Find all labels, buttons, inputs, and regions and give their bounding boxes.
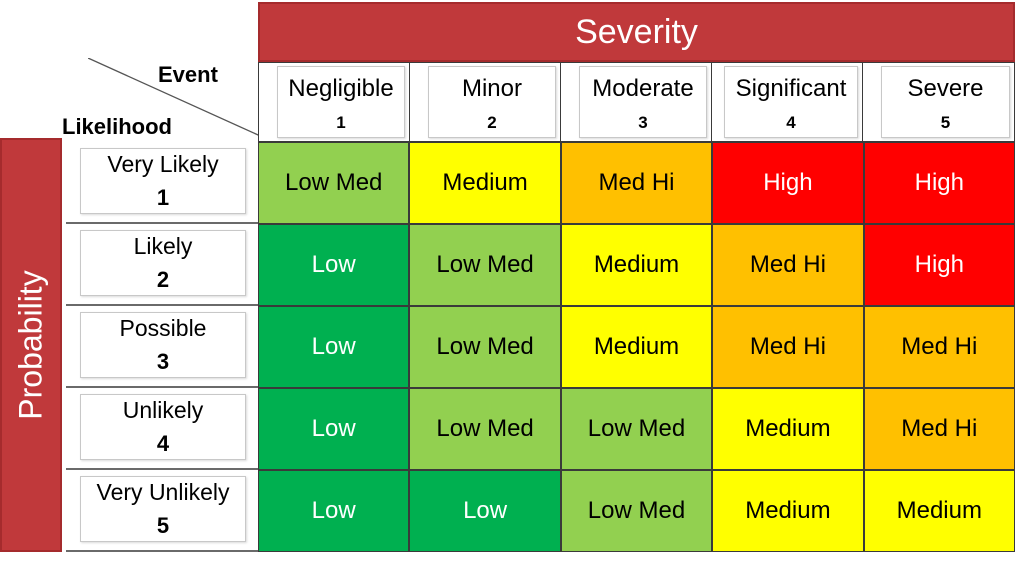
risk-cell: Low bbox=[259, 307, 409, 387]
risk-cell: Medium bbox=[713, 389, 863, 469]
severity-level-number: 5 bbox=[940, 113, 951, 132]
severity-level-number: 2 bbox=[487, 113, 497, 132]
likelihood-level-number: 2 bbox=[156, 267, 170, 292]
likelihood-level-number: 5 bbox=[156, 513, 170, 538]
likelihood-level-name: Very Unlikely bbox=[96, 479, 230, 505]
corner-diagonal-line bbox=[88, 58, 278, 144]
likelihood-header-box: Likely 2 bbox=[80, 230, 246, 296]
severity-header-5: Severe 5 bbox=[862, 62, 1015, 142]
severity-header-1: Negligible 1 bbox=[258, 62, 410, 142]
likelihood-header-box: Very Unlikely 5 bbox=[80, 476, 246, 542]
severity-level-name: Significant bbox=[735, 75, 847, 102]
risk-cell: Low bbox=[259, 225, 409, 305]
risk-cell: Low Med bbox=[561, 471, 712, 551]
severity-header-box: Severe 5 bbox=[881, 66, 1010, 138]
likelihood-level-name: Very Likely bbox=[107, 151, 219, 177]
likelihood-header-box: Unlikely 4 bbox=[80, 394, 246, 460]
event-label: Event bbox=[158, 62, 218, 87]
risk-cell: Low Med bbox=[410, 225, 560, 305]
likelihood-level-name: Unlikely bbox=[122, 397, 204, 423]
risk-cell: Low Med bbox=[410, 389, 560, 469]
likelihood-header-4: Unlikely 4 bbox=[66, 388, 258, 470]
risk-cell: Med Hi bbox=[561, 143, 712, 223]
risk-cell: Low bbox=[259, 389, 409, 469]
likelihood-header-2: Likely 2 bbox=[66, 224, 258, 306]
risk-cell: Medium bbox=[713, 471, 863, 551]
likelihood-header-box: Very Likely 1 bbox=[80, 148, 246, 214]
risk-cell: Med Hi bbox=[713, 307, 863, 387]
likelihood-header-3: Possible 3 bbox=[66, 306, 258, 388]
risk-cell: Medium bbox=[864, 471, 1014, 551]
likelihood-header-1: Very Likely 1 bbox=[66, 142, 258, 224]
likelihood-level-number: 3 bbox=[156, 349, 170, 374]
severity-title: Severity bbox=[575, 12, 698, 51]
severity-level-name: Severe bbox=[907, 75, 984, 102]
likelihood-header-5: Very Unlikely 5 bbox=[66, 470, 258, 552]
likelihood-level-name: Likely bbox=[133, 233, 193, 259]
risk-cell: Med Hi bbox=[713, 225, 863, 305]
risk-cell: Low Med bbox=[259, 143, 409, 223]
risk-cell: High bbox=[713, 143, 863, 223]
risk-cell: Med Hi bbox=[864, 389, 1014, 469]
severity-level-number: 4 bbox=[786, 113, 796, 132]
risk-cell: Low bbox=[259, 471, 409, 551]
severity-header-4: Significant 4 bbox=[711, 62, 863, 142]
risk-cell: Medium bbox=[561, 307, 712, 387]
likelihood-level-number: 4 bbox=[156, 431, 170, 456]
risk-cell: High bbox=[864, 143, 1014, 223]
risk-cell: Low bbox=[410, 471, 560, 551]
risk-cell: High bbox=[864, 225, 1014, 305]
probability-banner: Probability bbox=[0, 138, 62, 552]
severity-banner: Severity bbox=[258, 2, 1015, 62]
severity-header-box: Negligible 1 bbox=[277, 66, 405, 138]
risk-cell: Medium bbox=[410, 143, 560, 223]
likelihood-label: Likelihood bbox=[62, 114, 172, 139]
risk-cell: Low Med bbox=[410, 307, 560, 387]
severity-header-3: Moderate 3 bbox=[560, 62, 712, 142]
severity-level-name: Negligible bbox=[288, 75, 394, 102]
risk-cell: Low Med bbox=[561, 389, 712, 469]
severity-header-box: Significant 4 bbox=[724, 66, 858, 138]
severity-level-name: Moderate bbox=[592, 75, 694, 102]
risk-cell: Medium bbox=[561, 225, 712, 305]
severity-level-number: 3 bbox=[638, 113, 648, 132]
severity-level-number: 1 bbox=[336, 113, 346, 132]
severity-level-name: Minor bbox=[461, 75, 522, 102]
likelihood-header-box: Possible 3 bbox=[80, 312, 246, 378]
risk-matrix-grid: Low Med Medium Med Hi High High Low Low … bbox=[258, 142, 1015, 552]
likelihood-level-number: 1 bbox=[156, 185, 170, 210]
probability-title: Probability bbox=[12, 270, 49, 420]
likelihood-level-name: Possible bbox=[119, 315, 207, 341]
risk-cell: Med Hi bbox=[864, 307, 1014, 387]
severity-header-box: Minor 2 bbox=[428, 66, 556, 138]
severity-header-box: Moderate 3 bbox=[579, 66, 707, 138]
severity-header-2: Minor 2 bbox=[409, 62, 561, 142]
